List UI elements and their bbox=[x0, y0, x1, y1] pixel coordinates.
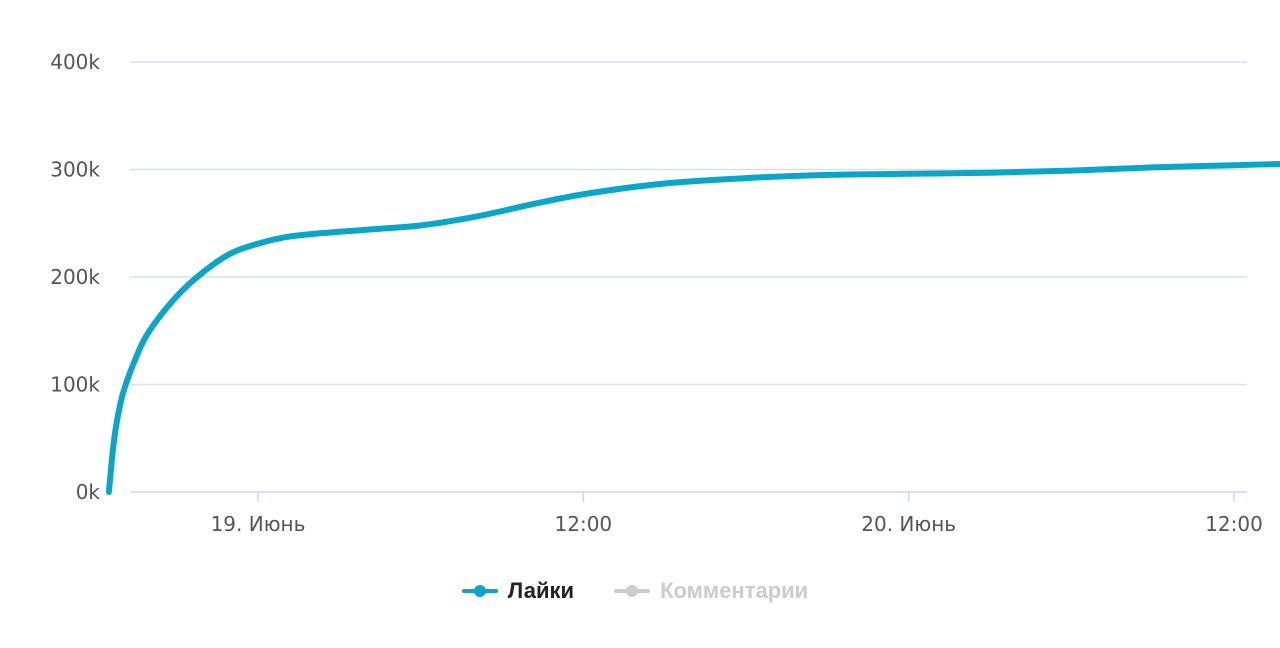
y-tick-label: 0k bbox=[76, 480, 101, 504]
likes-line-icon bbox=[461, 584, 498, 598]
legend: Лайки Комментарии bbox=[0, 578, 1270, 604]
line-chart: 0k 100k 200k 300k 400k 19. Июнь 12:00 20. Июнь… bbox=[50, 50, 1280, 536]
x-tick-label: 19. Июнь bbox=[211, 512, 306, 536]
y-tick-label: 300k bbox=[50, 158, 100, 182]
legend-item-comments[interactable]: Комментарии bbox=[614, 578, 808, 604]
x-tick-label: 12:00 bbox=[555, 512, 613, 536]
x-tick-label: 20. Июнь bbox=[861, 512, 956, 536]
comments-line-icon bbox=[614, 584, 651, 598]
y-tick-label: 400k bbox=[50, 50, 100, 74]
series-line-0 bbox=[105, 160, 1280, 495]
y-tick-label: 100k bbox=[50, 373, 100, 397]
y-tick-label: 200k bbox=[50, 265, 100, 289]
gridlines bbox=[130, 61, 1247, 386]
x-tick-label: 12:00 bbox=[1205, 512, 1263, 536]
legend-item-likes[interactable]: Лайки bbox=[461, 578, 575, 604]
legend-label-comments: Комментарии bbox=[660, 578, 809, 603]
y-axis: 0k 100k 200k 300k 400k bbox=[50, 50, 100, 504]
legend-label-likes: Лайки bbox=[507, 578, 575, 603]
series-layer bbox=[105, 160, 1280, 495]
